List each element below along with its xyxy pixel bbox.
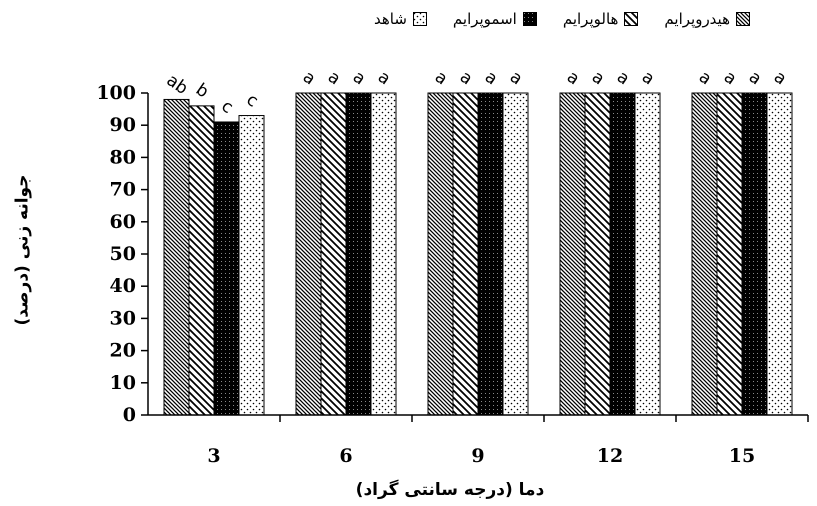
- x-tick-label-12: 12: [597, 445, 623, 467]
- y-tick-label-90: 90: [110, 114, 136, 136]
- y-tick-label-10: 10: [110, 372, 136, 394]
- bar-t12-s0: [559, 92, 586, 416]
- bar-t3-s3: [238, 115, 265, 416]
- bar-t6-s3: [370, 92, 397, 416]
- bar-t9-s3: [502, 92, 529, 416]
- y-tick-label-100: 100: [96, 82, 136, 104]
- significance-letter-t12-s1: a: [588, 67, 608, 89]
- legend-item-haloprime: هالوپرایم: [563, 10, 639, 28]
- legend-swatch-hydroprime: [736, 12, 750, 26]
- significance-letter-t3-s3: c: [243, 90, 262, 112]
- x-tick-label-6: 6: [339, 445, 352, 467]
- significance-letter-t15-s2: a: [745, 67, 765, 89]
- x-axis-label: دما (درجه سانتی گراد): [355, 480, 545, 500]
- bar-t12-s1: [584, 92, 611, 416]
- bar-t3-s1: [188, 105, 215, 416]
- legend-item-hydroprime: هیدروپرایم: [664, 10, 750, 28]
- legend-label-osmoprime: اسموپرایم: [452, 10, 517, 28]
- legend-swatch-osmoprime: [522, 12, 537, 26]
- significance-letter-t6-s3: a: [374, 67, 394, 89]
- x-tick-label-15: 15: [729, 445, 755, 467]
- bar-t15-s0: [691, 92, 718, 416]
- y-tick-label-70: 70: [110, 179, 136, 201]
- significance-letter-t6-s2: a: [349, 67, 369, 89]
- bar-t15-s1: [716, 92, 743, 416]
- legend-label-hydroprime: هیدروپرایم: [664, 10, 730, 28]
- significance-letter-t12-s0: a: [563, 67, 583, 89]
- legend-swatch-control: [412, 12, 427, 26]
- bar-t9-s2: [477, 92, 504, 416]
- significance-letter-t15-s3: a: [770, 67, 790, 89]
- significance-letter-t3-s1: b: [192, 80, 212, 103]
- y-tick-label-80: 80: [110, 146, 136, 168]
- y-tick-label-30: 30: [110, 307, 136, 329]
- y-tick-label-20: 20: [110, 340, 136, 362]
- significance-letter-t9-s1: a: [456, 67, 476, 89]
- legend-label-control: شاهد: [373, 10, 407, 28]
- bars-layer: [163, 92, 793, 416]
- bar-t15-s3: [766, 92, 793, 416]
- bar-t9-s0: [427, 92, 454, 416]
- significance-letter-t15-s1: a: [720, 67, 740, 89]
- bar-t3-s0: [163, 98, 190, 416]
- legend-item-osmoprime: اسموپرایم: [453, 10, 537, 28]
- y-tick-label-40: 40: [110, 275, 136, 297]
- bar-t3-s2: [213, 121, 240, 416]
- bar-t6-s1: [320, 92, 347, 416]
- axes-layer: [141, 92, 809, 422]
- legend: هیدروپرایم هالوپرایم اسموپرایم شاهد: [210, 6, 750, 32]
- bar-t12-s2: [609, 92, 636, 416]
- significance-letter-t6-s0: a: [299, 67, 319, 89]
- significance-letter-t3-s0: ab: [163, 70, 192, 99]
- bar-t15-s2: [741, 92, 768, 416]
- legend-swatch-haloprime: [624, 12, 639, 26]
- legend-label-haloprime: هالوپرایم: [562, 10, 619, 28]
- significance-letter-t9-s0: a: [431, 67, 451, 89]
- significance-letter-t15-s0: a: [695, 67, 715, 89]
- significance-letter-t12-s2: a: [613, 67, 633, 89]
- x-tick-label-3: 3: [207, 445, 220, 467]
- legend-item-control: شاهد: [374, 10, 427, 28]
- y-tick-label-0: 0: [123, 404, 136, 426]
- bar-t6-s0: [295, 92, 322, 416]
- significance-letter-t3-s2: c: [218, 96, 237, 118]
- bar-t6-s2: [345, 92, 372, 416]
- significance-letter-t9-s2: a: [481, 67, 501, 89]
- significance-letter-t9-s3: a: [506, 67, 526, 89]
- bar-t12-s3: [634, 92, 661, 416]
- significance-letter-t12-s3: a: [638, 67, 658, 89]
- y-tick-label-60: 60: [110, 211, 136, 233]
- bar-t9-s1: [452, 92, 479, 416]
- significance-letter-t6-s1: a: [324, 67, 344, 89]
- y-tick-label-50: 50: [110, 243, 136, 265]
- x-tick-label-9: 9: [471, 445, 484, 467]
